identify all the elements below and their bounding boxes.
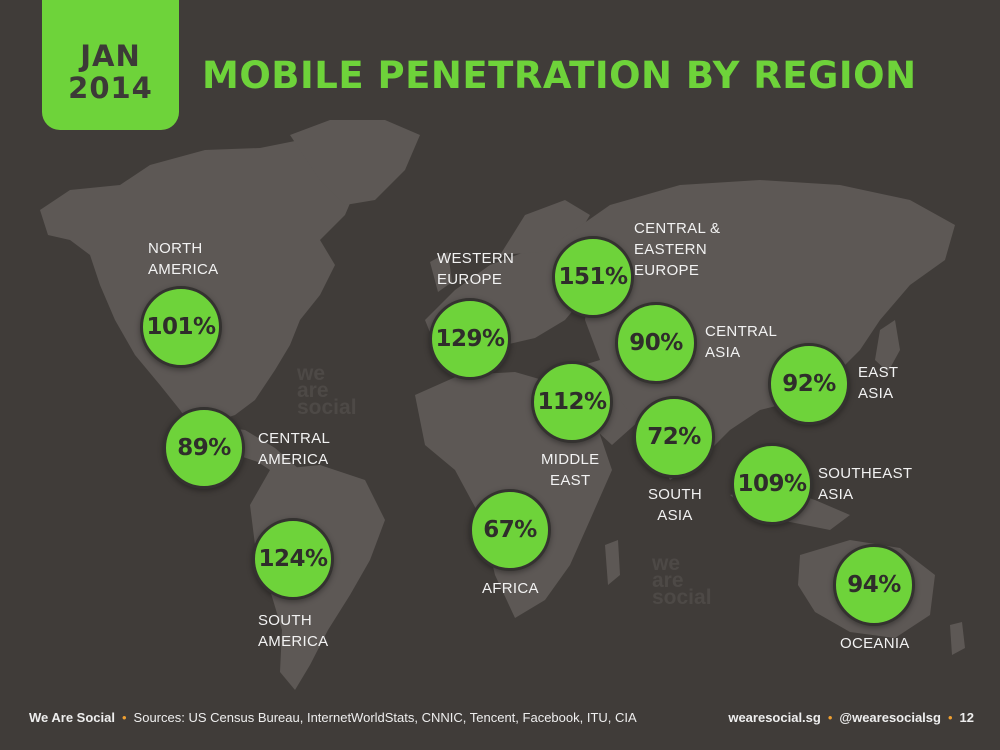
footer-separator-dot: • <box>827 710 833 725</box>
region-label-line: AMERICA <box>148 261 219 278</box>
region-label-line: CENTRAL <box>705 323 778 340</box>
footer-sources: Sources: US Census Bureau, InternetWorld… <box>133 710 637 725</box>
region-label-line: EUROPE <box>634 262 700 279</box>
footer-left: We Are Social • Sources: US Census Bureau,… <box>29 710 637 725</box>
region-label-line: EASTERN <box>634 241 707 258</box>
footer-separator-dot: • <box>121 710 127 725</box>
region-label-line: ASIA <box>858 385 894 402</box>
region-label-line: AFRICA <box>482 580 539 597</box>
date-month: JAN <box>80 39 141 73</box>
footer: We Are Social • Sources: US Census Bureau,… <box>0 700 1000 750</box>
region-label-line: ASIA <box>705 344 741 361</box>
landmass-madagascar <box>605 540 620 585</box>
region-label-line: WESTERN <box>437 250 515 267</box>
region-label-line: MIDDLE <box>541 451 600 468</box>
region-label-south-asia: SOUTH ASIA <box>648 484 702 526</box>
region-label-line: EUROPE <box>437 271 503 288</box>
region-label-east-asia: EAST ASIA <box>858 362 898 404</box>
date-tab: JAN 2014 <box>42 0 179 130</box>
region-label-south-america: SOUTH AMERICA <box>258 610 328 652</box>
value-bubble-western-europe: 129% <box>429 298 511 380</box>
region-label-line: AMERICA <box>258 633 329 650</box>
footer-handle-link[interactable]: @wearesocialsg <box>839 710 941 725</box>
region-label-line: ASIA <box>818 486 854 503</box>
page-title: MOBILE PENETRATION BY REGION <box>202 54 917 97</box>
watermark-americas: we are social <box>297 362 357 419</box>
date-year: 2014 <box>68 71 153 105</box>
watermark-asia: we are social <box>652 552 712 609</box>
watermark-line: we <box>297 362 326 385</box>
watermark-line: social <box>297 396 357 419</box>
footer-page-number: 12 <box>959 710 974 725</box>
region-label-central-asia: CENTRAL ASIA <box>705 321 777 363</box>
region-label-middle-east: MIDDLE EAST <box>541 449 599 491</box>
landmass-greenland <box>290 120 420 205</box>
value-bubble-central-america: 89% <box>163 407 245 489</box>
value-bubble-middle-east: 112% <box>531 361 613 443</box>
region-label-line: OCEANIA <box>840 635 910 652</box>
landmass-uk <box>430 252 452 292</box>
value-bubble-oceania: 94% <box>833 544 915 626</box>
region-label-line: EAST <box>858 364 899 381</box>
region-label-southeast-asia: SOUTHEAST ASIA <box>818 463 912 505</box>
region-label-africa: AFRICA <box>482 578 539 599</box>
region-label-central-eastern-europe: CENTRAL & EASTERN EUROPE <box>634 218 720 281</box>
region-label-line: CENTRAL <box>258 430 331 447</box>
landmass-new-zealand <box>950 622 965 655</box>
footer-right: wearesocial.sg • @wearesocialsg • 12 <box>728 710 974 725</box>
value-bubble-central-asia: 90% <box>615 302 697 384</box>
value-bubble-south-asia: 72% <box>633 396 715 478</box>
watermark-line: are <box>652 569 684 592</box>
value-bubble-central-eastern-europe: 151% <box>552 236 634 318</box>
region-label-line: SOUTHEAST <box>818 465 913 482</box>
landmass-north-america <box>40 140 360 425</box>
footer-brand: We Are Social <box>29 710 115 725</box>
watermark-line: we <box>652 552 681 575</box>
region-label-line: EAST <box>550 472 591 489</box>
watermark-line: are <box>297 379 329 402</box>
landmass-japan <box>875 320 900 372</box>
value-bubble-southeast-asia: 109% <box>731 443 813 525</box>
region-label-line: SOUTH <box>258 612 312 629</box>
region-label-line: ASIA <box>657 507 693 524</box>
value-bubble-north-america: 101% <box>140 286 222 368</box>
region-label-oceania: OCEANIA <box>840 633 910 654</box>
watermark-line: social <box>652 586 712 609</box>
region-label-western-europe: WESTERN EUROPE <box>437 248 514 290</box>
value-bubble-south-america: 124% <box>252 518 334 600</box>
value-bubble-east-asia: 92% <box>768 343 850 425</box>
region-label-line: CENTRAL & <box>634 220 721 237</box>
region-label-line: SOUTH <box>648 486 702 503</box>
region-label-line: NORTH <box>148 240 203 257</box>
region-label-central-america: CENTRAL AMERICA <box>258 428 330 470</box>
region-label-north-america: NORTH AMERICA <box>148 238 218 280</box>
footer-separator-dot: • <box>947 710 953 725</box>
region-label-line: AMERICA <box>258 451 329 468</box>
footer-site-link[interactable]: wearesocial.sg <box>728 710 821 725</box>
value-bubble-africa: 67% <box>469 489 551 571</box>
